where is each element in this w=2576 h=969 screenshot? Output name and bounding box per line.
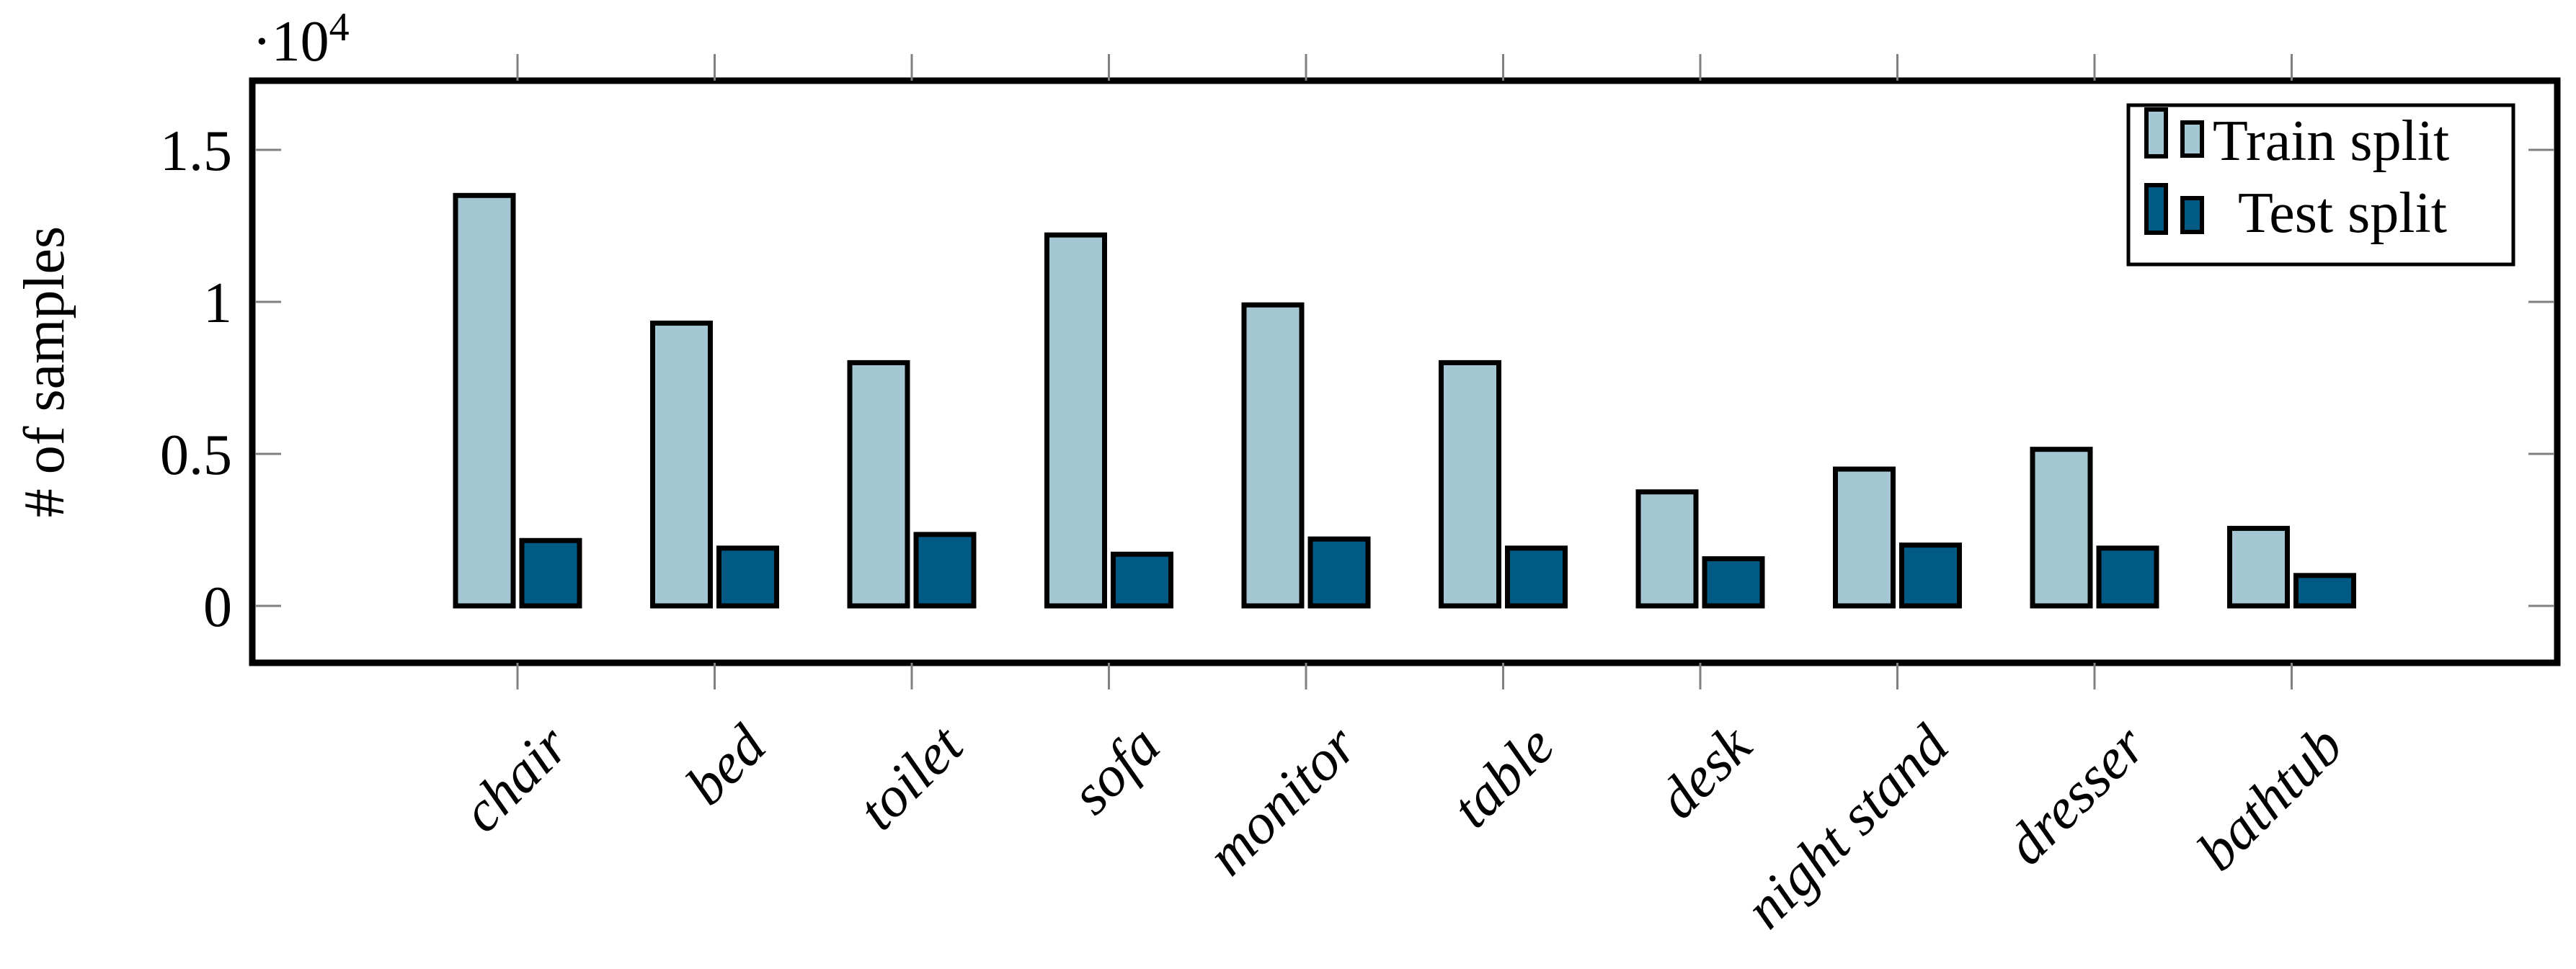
bar-test-desk — [1702, 556, 1765, 609]
legend-label-train: Train split — [2213, 110, 2449, 173]
bar-train-night-stand — [1833, 466, 1896, 609]
y-axis-exponent-base: ·10 — [252, 10, 329, 73]
x-category-label: night stand — [1733, 713, 1961, 941]
bar-train-desk — [1635, 489, 1699, 609]
x-ticks — [516, 54, 2293, 689]
bar-test-monitor — [1307, 536, 1371, 609]
bar-train-table — [1439, 360, 1501, 609]
x-category-label: bathtub — [2185, 714, 2355, 883]
bar-train-toilet — [847, 360, 910, 609]
bar-test-night-stand — [1899, 542, 1962, 609]
x-category-label: monitor — [1195, 713, 1369, 888]
y-tick-label-15: 1.5 — [160, 120, 232, 183]
legend-swatch-train-1 — [2144, 107, 2168, 158]
x-category-label: bed — [674, 713, 778, 818]
bars — [453, 192, 2356, 609]
legend: Train split Test split — [2126, 103, 2515, 267]
bar-test-toilet — [913, 532, 977, 609]
y-ticks-right — [2528, 148, 2554, 607]
x-category-labels: chair bed toilet sofa monitor table desknight … — [450, 713, 2355, 940]
bar-test-table — [1505, 545, 1568, 609]
y-tick-label-1: 1 — [203, 272, 232, 335]
bar-train-chair — [453, 192, 516, 609]
bar-train-monitor — [1241, 302, 1305, 609]
y-tick-label-05: 0.5 — [160, 424, 232, 487]
bar-train-bathtub — [2227, 525, 2290, 609]
bar-test-sofa — [1111, 551, 1173, 609]
bar-test-dresser — [2096, 545, 2159, 609]
x-category-label: toilet — [846, 713, 976, 842]
bar-train-sofa — [1044, 232, 1107, 609]
bar-test-bathtub — [2293, 573, 2356, 609]
bar-test-bed — [716, 545, 779, 609]
legend-swatch-test-1 — [2144, 183, 2168, 235]
y-axis-exponent-sup: 4 — [329, 5, 350, 50]
x-category-label: table — [1440, 714, 1566, 840]
y-axis-exponent: ·104 — [252, 5, 350, 73]
bar-train-dresser — [2030, 447, 2093, 609]
x-category-label: desk — [1646, 713, 1764, 831]
x-category-label: chair — [450, 713, 581, 844]
legend-swatch-test-2 — [2180, 196, 2204, 234]
legend-swatch-train-2 — [2180, 120, 2204, 158]
bar-train-bed — [650, 321, 713, 609]
x-category-label: dresser — [1994, 713, 2158, 877]
plot-border — [249, 77, 2561, 666]
y-tick-label-0: 0 — [203, 576, 232, 639]
legend-label-test: Test split — [2238, 182, 2447, 245]
y-ticks-left — [256, 148, 281, 607]
x-category-label: sofa — [1060, 714, 1173, 827]
bar-test-chair — [519, 537, 582, 609]
y-axis-title: # of samples — [13, 226, 76, 517]
